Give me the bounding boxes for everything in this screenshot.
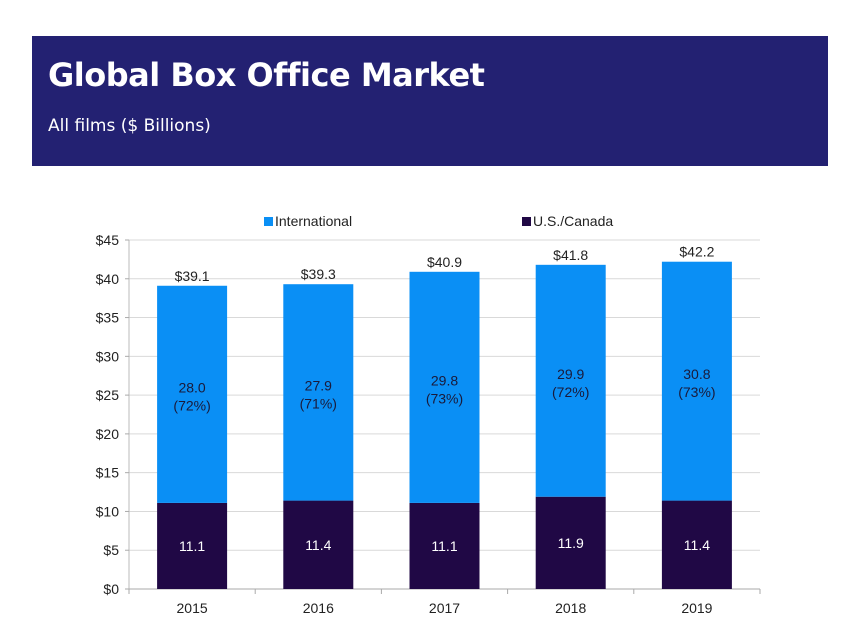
data-label-international-share: (72%) [173, 397, 210, 413]
y-tick-label: $30 [96, 348, 120, 364]
x-tick-label: 2016 [303, 600, 334, 616]
y-tick-label: $35 [96, 310, 120, 326]
data-label-us-canada: 11.1 [431, 538, 457, 554]
data-labels: 11.1 28.0 (72%) $39.1 11.4 27.9 (71%) $39.3 11.1… [173, 244, 715, 554]
legend-label-us-canada: U.S./Canada [533, 213, 613, 229]
data-label-international-share: (71%) [300, 395, 337, 411]
chart-title: Global Box Office Market [48, 56, 485, 94]
data-label-total: $42.2 [679, 244, 714, 260]
y-tick-label: $15 [96, 465, 120, 481]
data-label-total: $39.1 [175, 268, 210, 284]
data-label-total: $41.8 [553, 247, 588, 263]
y-tick-label: $10 [96, 503, 120, 519]
bar-us-canada [283, 500, 354, 589]
legend-swatch-international [264, 217, 273, 226]
data-label-international: 29.8 [431, 372, 458, 388]
bar-us-canada [409, 502, 480, 589]
data-label-international-share: (73%) [678, 384, 715, 400]
y-tick-label: $0 [103, 581, 119, 597]
y-tick-label: $40 [96, 271, 120, 287]
bar-us-canada [661, 500, 732, 589]
legend: International U.S./Canada [264, 213, 613, 229]
x-tick-label: 2019 [681, 600, 712, 616]
legend-label-international: International [275, 213, 352, 229]
data-label-us-canada: 11.1 [179, 538, 205, 554]
bar-international [157, 285, 228, 503]
bar-us-canada [535, 496, 606, 589]
x-axis-ticks: 2015 2016 2017 2018 2019 [128, 589, 761, 616]
bar-international [661, 261, 732, 501]
x-tick-label: 2015 [177, 600, 208, 616]
bars [157, 261, 732, 589]
data-label-us-canada: 11.4 [305, 537, 331, 553]
x-tick-label: 2018 [555, 600, 586, 616]
bar-us-canada [157, 502, 228, 589]
y-tick-label: $5 [103, 542, 119, 558]
data-label-international: 29.9 [557, 366, 584, 382]
data-label-international: 30.8 [683, 366, 710, 382]
bar-international [283, 284, 354, 501]
y-tick-label: $45 [96, 232, 120, 248]
data-label-international: 27.9 [305, 377, 332, 393]
data-label-us-canada: 11.9 [558, 535, 584, 551]
y-tick-label: $25 [96, 387, 120, 403]
legend-swatch-us-canada [522, 217, 531, 226]
data-label-total: $39.3 [301, 266, 336, 282]
data-label-international-share: (72%) [552, 384, 589, 400]
y-axis-ticks: $0 $5 $10 $15 $20 $25 $30 $35 $40 $45 [96, 232, 129, 597]
bar-international [535, 264, 606, 497]
data-label-international-share: (73%) [426, 390, 463, 406]
x-tick-label: 2017 [429, 600, 460, 616]
title-banner: Global Box Office Market All films ($ Bi… [32, 36, 828, 166]
data-label-total: $40.9 [427, 254, 462, 270]
bar-international [409, 271, 480, 503]
data-label-us-canada: 11.4 [684, 537, 710, 553]
y-tick-label: $20 [96, 426, 120, 442]
chart-subtitle: All films ($ Billions) [48, 116, 211, 136]
data-label-international: 28.0 [178, 379, 205, 395]
